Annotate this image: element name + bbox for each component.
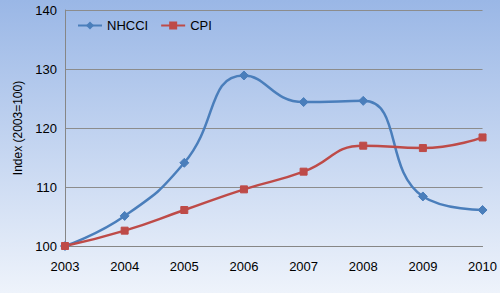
svg-text:140: 140: [35, 3, 57, 18]
svg-text:100: 100: [35, 239, 57, 254]
svg-text:2006: 2006: [229, 259, 258, 274]
svg-text:2005: 2005: [170, 259, 199, 274]
svg-text:2003: 2003: [51, 259, 80, 274]
svg-text:130: 130: [35, 62, 57, 77]
svg-text:2009: 2009: [408, 259, 437, 274]
svg-text:CPI: CPI: [190, 18, 212, 33]
svg-text:Index (2003=100): Index (2003=100): [11, 81, 25, 175]
svg-text:2004: 2004: [110, 259, 139, 274]
svg-text:110: 110: [36, 180, 57, 195]
svg-text:2010: 2010: [468, 259, 497, 274]
svg-text:2007: 2007: [289, 259, 318, 274]
svg-text:NHCCI: NHCCI: [107, 18, 148, 33]
svg-text:2008: 2008: [349, 259, 378, 274]
svg-text:120: 120: [35, 121, 57, 136]
